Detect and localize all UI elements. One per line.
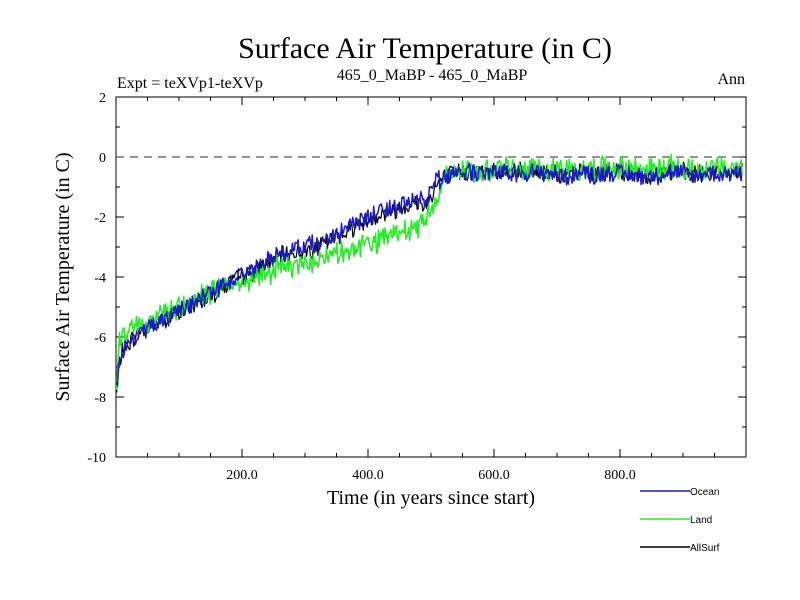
y-tick-label: 0 bbox=[99, 151, 106, 166]
y-tick-label: 2 bbox=[99, 91, 106, 106]
legend-label-allsurf: AllSurf bbox=[690, 543, 720, 554]
y-tick-label: -8 bbox=[94, 391, 106, 406]
plot-frame bbox=[115, 96, 747, 458]
chart-subtitle-left: Expt = teXVp1-teXVp bbox=[117, 75, 263, 92]
x-tick-label: 200.0 bbox=[226, 468, 258, 483]
legend-label-land: Land bbox=[690, 515, 712, 526]
series-layer bbox=[115, 153, 743, 393]
y-tick-label: -6 bbox=[94, 331, 106, 346]
legend: Ocean Land AllSurf bbox=[640, 487, 720, 554]
x-axis-label: Time (in years since start) bbox=[327, 487, 535, 509]
x-tick-label: 400.0 bbox=[352, 468, 384, 483]
chart-subtitle-right: Ann bbox=[717, 71, 745, 88]
series-line-ocean bbox=[115, 162, 743, 387]
y-axis: -10 -8 -6 -4 -2 0 2 bbox=[87, 91, 746, 466]
x-tick-label: 600.0 bbox=[478, 468, 510, 483]
x-axis: 200.0 400.0 600.0 800.0 bbox=[115, 97, 747, 483]
y-tick-label: -2 bbox=[94, 211, 106, 226]
y-axis-label: Surface Air Temperature (in C) bbox=[52, 152, 74, 401]
legend-label-ocean: Ocean bbox=[690, 487, 719, 498]
y-tick-label: -10 bbox=[87, 451, 106, 466]
y-tick-label: -4 bbox=[94, 271, 106, 286]
x-tick-label: 800.0 bbox=[604, 468, 636, 483]
chart-subtitle-center: 465_0_MaBP - 465_0_MaBP bbox=[337, 67, 528, 84]
chart-title: Surface Air Temperature (in C) bbox=[238, 32, 612, 65]
